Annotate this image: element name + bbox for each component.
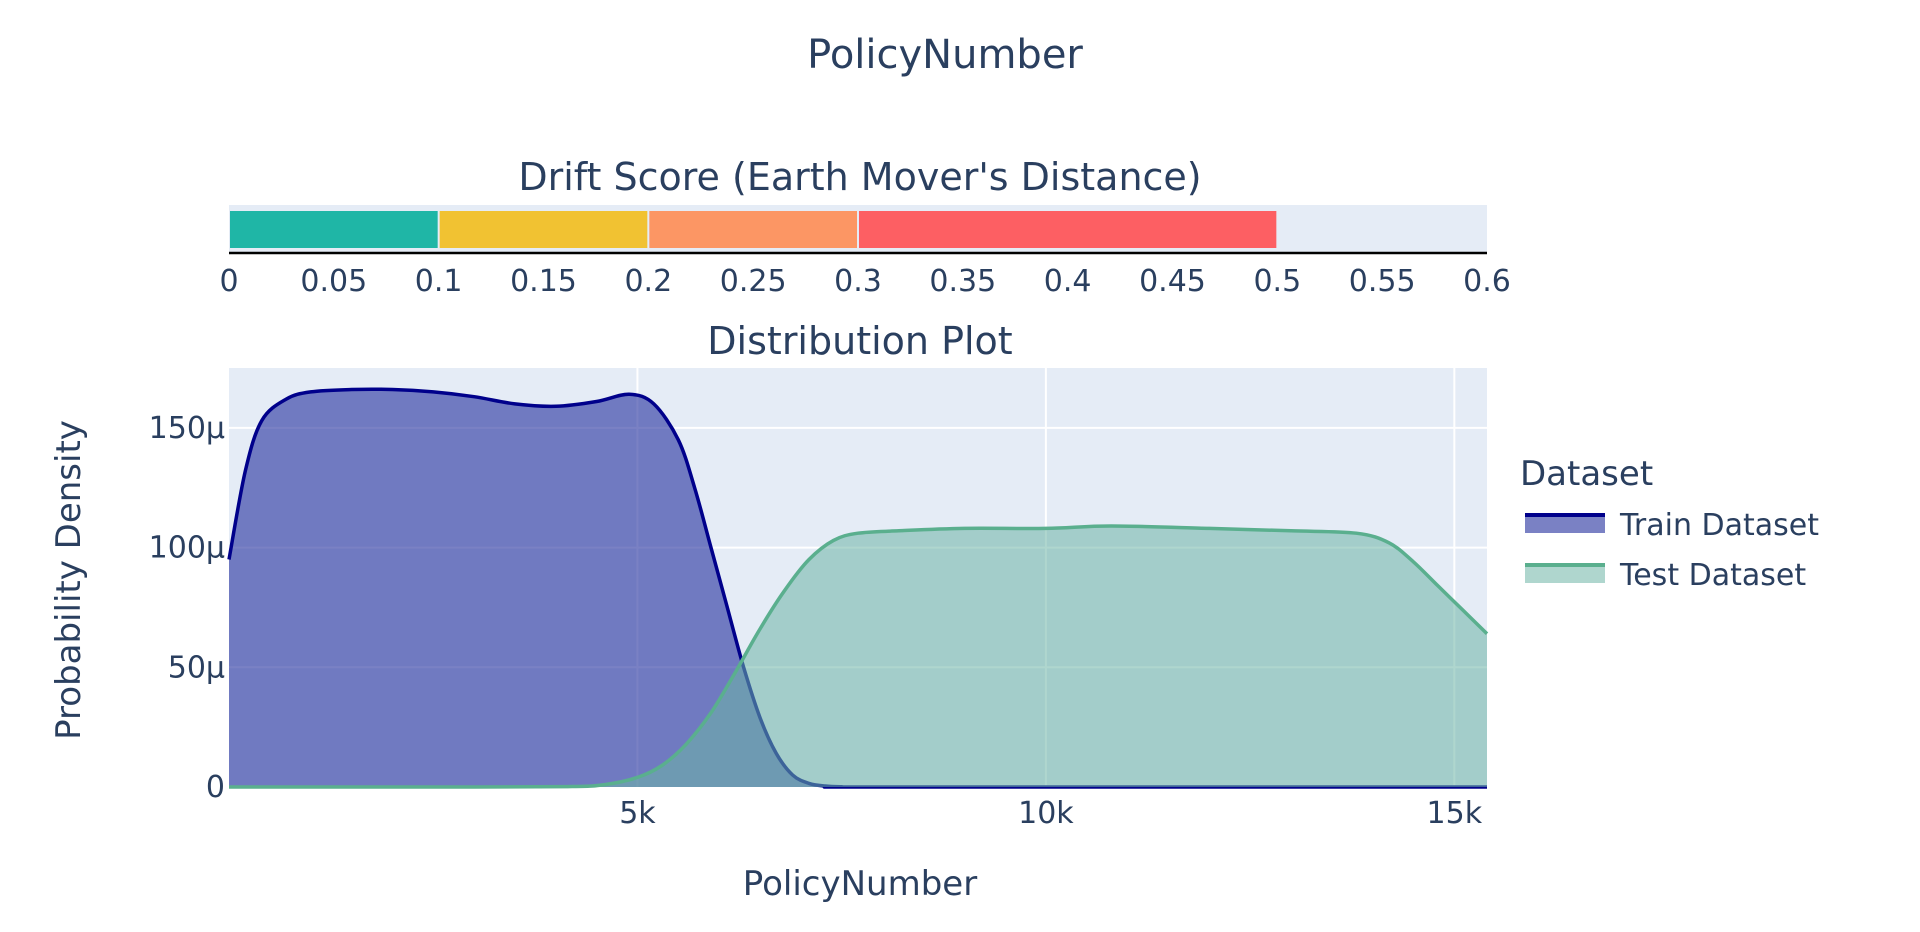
drift-score-segments <box>230 211 1277 248</box>
legend-item[interactable]: Train Dataset <box>1525 508 1819 543</box>
series-area-0 <box>229 389 1487 787</box>
x-tick-labels: 5k 10k 15k <box>619 796 1483 831</box>
x-tick-label: 15k <box>1427 796 1483 831</box>
y-tick-label: 50μ <box>168 650 225 685</box>
drift-tick-label: 0.05 <box>300 264 367 299</box>
drift-tick-label: 0.1 <box>415 264 463 299</box>
legend: Dataset Train Dataset Test Dataset <box>1520 454 1819 593</box>
series-line-1 <box>229 524 1489 789</box>
drift-tick-label: 0.6 <box>1463 264 1511 299</box>
distribution-title: Distribution Plot <box>707 319 1012 363</box>
legend-label: Train Dataset <box>1619 508 1819 543</box>
y-tick-label: 100μ <box>149 531 225 566</box>
series-areas <box>227 387 1489 789</box>
drift-segment-1 <box>439 211 648 248</box>
x-axis-label: PolicyNumber <box>743 864 977 904</box>
drift-score-background <box>229 205 1487 252</box>
drift-tick-label: 0.45 <box>1139 264 1206 299</box>
drift-tick-label: 0.3 <box>834 264 882 299</box>
y-tick-label: 0 <box>206 770 225 805</box>
drift-tick-label: 0.55 <box>1349 264 1416 299</box>
drift-tick-label: 0.2 <box>624 264 672 299</box>
drift-tick-label: 0 <box>219 264 238 299</box>
figure-title: PolicyNumber <box>807 32 1083 78</box>
drift-tick-label: 0.5 <box>1253 264 1301 299</box>
legend-swatch <box>1525 515 1605 533</box>
drift-score-title: Drift Score (Earth Mover's Distance) <box>518 155 1201 199</box>
series-area-1 <box>229 526 1487 787</box>
drift-tick-label: 0.15 <box>510 264 577 299</box>
drift-segment-2 <box>649 211 857 248</box>
drift-score-chart: Drift Score (Earth Mover's Distance) 0 0.… <box>219 155 1510 299</box>
legend-label: Test Dataset <box>1619 558 1806 593</box>
legend-swatch <box>1525 565 1605 583</box>
y-axis-label: Probability Density <box>49 420 89 740</box>
drift-score-tick-labels: 0 0.05 0.1 0.15 0.2 0.25 0.3 0.35 0.4 0.45 0.5 0.55… <box>219 264 1510 299</box>
legend-item[interactable]: Test Dataset <box>1525 558 1806 593</box>
drift-segment-3 <box>859 211 1277 248</box>
x-tick-label: 5k <box>619 796 656 831</box>
y-tick-labels: 0 50μ 100μ 150μ <box>149 411 225 805</box>
y-tick-label: 150μ <box>149 411 225 446</box>
drift-segment-0 <box>230 211 438 248</box>
drift-tick-label: 0.35 <box>929 264 996 299</box>
drift-tick-label: 0.4 <box>1044 264 1092 299</box>
x-tick-label: 10k <box>1018 796 1074 831</box>
drift-tick-label: 0.25 <box>720 264 787 299</box>
legend-title: Dataset <box>1520 454 1653 494</box>
